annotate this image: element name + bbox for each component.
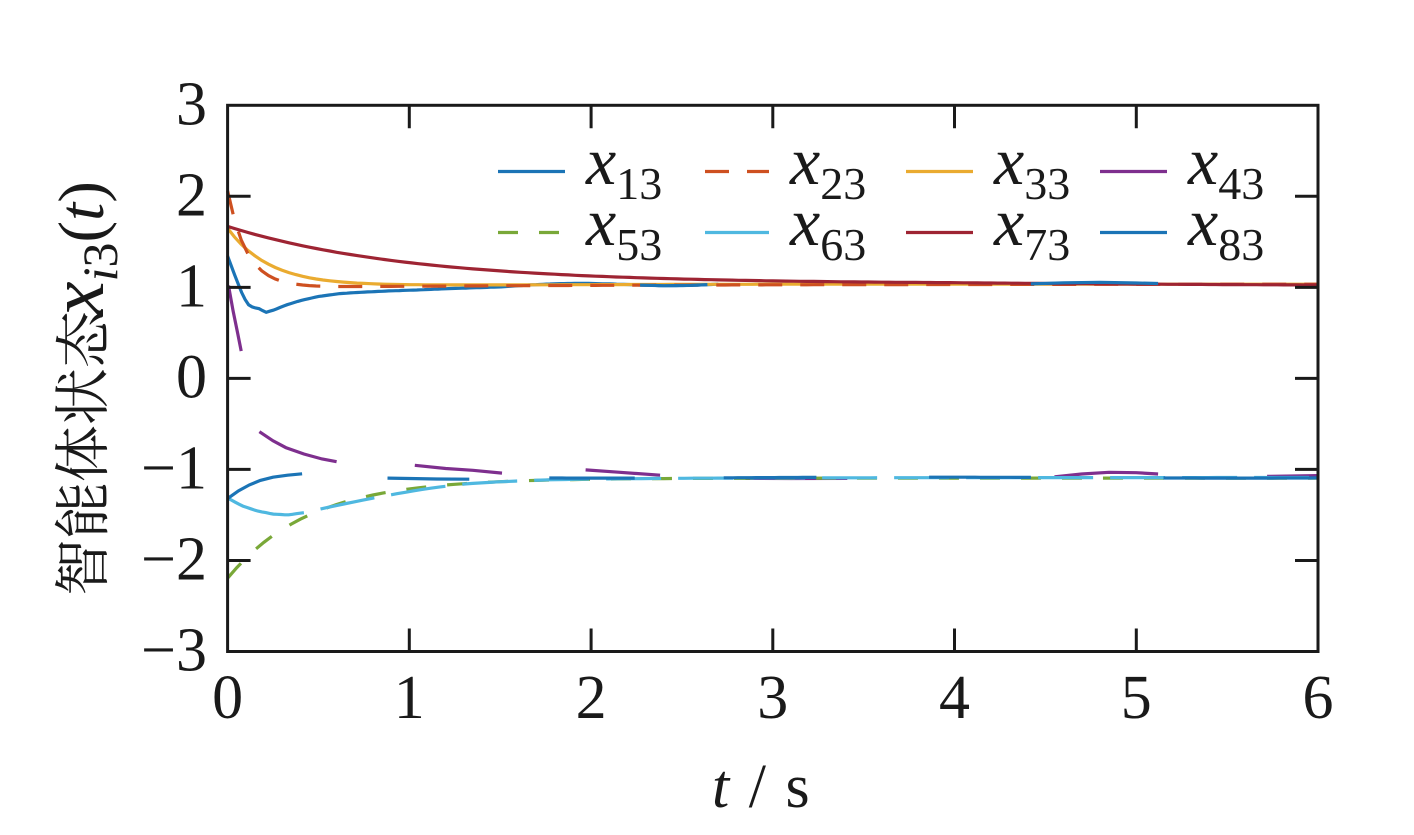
svg-text:1: 1 [176, 252, 207, 320]
svg-text:−3: −3 [141, 617, 207, 685]
svg-text:0: 0 [176, 343, 207, 411]
svg-text:5: 5 [1121, 664, 1152, 732]
svg-text:6: 6 [1303, 664, 1334, 732]
svg-text:2: 2 [576, 664, 607, 732]
svg-text:4: 4 [939, 664, 970, 732]
svg-text:2: 2 [176, 161, 207, 229]
svg-text:0: 0 [212, 664, 243, 732]
svg-text:−1: −1 [141, 434, 207, 502]
svg-text:3: 3 [757, 664, 788, 732]
svg-text:t / s: t / s [712, 753, 810, 821]
svg-text:1: 1 [394, 664, 425, 732]
svg-text:−2: −2 [141, 526, 207, 594]
svg-text:3: 3 [176, 70, 207, 138]
